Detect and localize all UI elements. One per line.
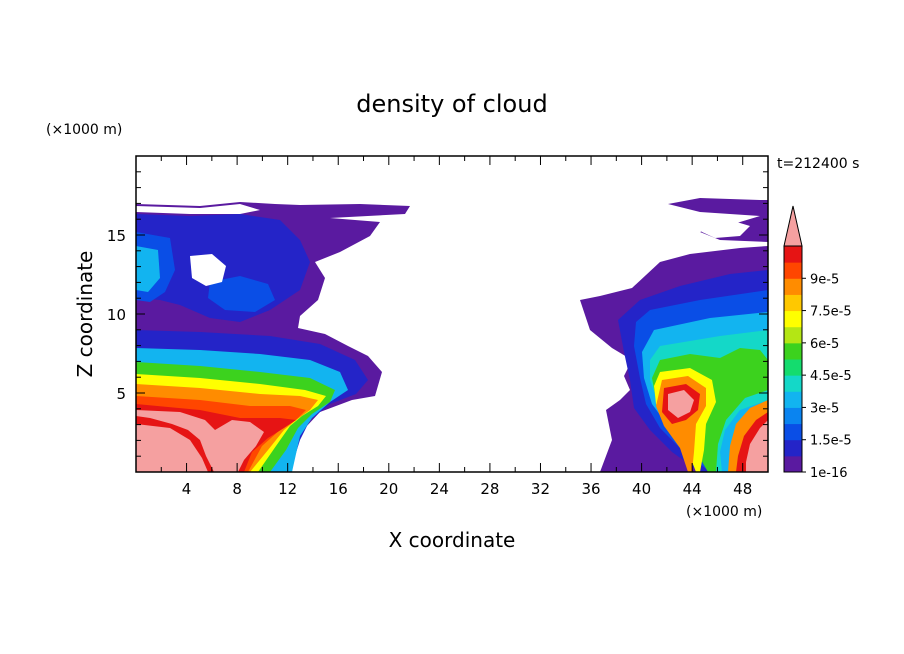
colorbar-swatch [784,375,802,392]
colorbar-swatch [784,407,802,425]
colorbar-swatch [784,423,802,441]
contour-right-plume-core [746,420,768,472]
x-tick-label: 36 [581,480,600,498]
time-label: t=212400 s [777,156,859,172]
colorbar-swatch [784,246,802,263]
x-tick-label: 48 [733,480,752,498]
colorbar-label: 1e-16 [810,466,848,481]
x-unit-label: (×1000 m) [686,504,762,520]
contour-right-core [668,390,694,418]
colorbar-swatch [784,439,802,457]
x-tick-label: 40 [632,480,651,498]
x-tick-label: 8 [232,480,242,498]
contour-left-l3 [136,246,160,292]
colorbar-label: 1.5e-5 [810,434,852,449]
y-tick-label: 15 [107,227,126,245]
colorbar-swatch [784,455,802,473]
y-unit-label: (×1000 m) [46,122,122,138]
colorbar-label: 4.5e-5 [810,369,852,384]
x-tick-label: 4 [182,480,192,498]
x-tick-label: 32 [531,480,550,498]
colorbar-swatch [784,342,802,360]
colorbar-swatch [784,310,802,328]
colorbar-extend-triangle [783,205,803,247]
colorbar-frame [783,245,803,473]
x-tick-label: 28 [480,480,499,498]
y-tick-label: 5 [116,385,126,403]
colorbar-swatch [784,391,802,408]
colorbar-label: 6e-5 [810,337,839,352]
colorbar-swatch [784,294,802,312]
x-tick-label: 12 [278,480,297,498]
contour-left-gap [136,204,260,214]
x-tick-label: 20 [379,480,398,498]
colorbar: 9e-5 7.5e-5 6e-5 4.5e-5 3e-5 1.5e-5 1e-16 [783,205,852,481]
contour-left-core [136,410,264,472]
contour-left-l2b [208,276,275,312]
colorbar-swatch [784,278,802,295]
colorbar-label: 7.5e-5 [810,305,852,320]
colorbar-swatch [784,326,802,344]
contour-left-hole [190,254,226,286]
x-axis-label: X coordinate [389,528,516,552]
contour-left-core2 [136,424,208,472]
x-tick-label: 44 [683,480,702,498]
colorbar-label: 3e-5 [810,401,839,416]
chart-title: density of cloud [356,90,547,118]
y-tick-label: 10 [107,306,126,324]
colorbar-swatch [784,262,802,279]
colorbar-label: 9e-5 [810,272,839,287]
contour-right-hole [700,220,750,238]
density-field [136,198,768,472]
x-tick-label: 16 [329,480,348,498]
y-axis-label: Z coordinate [73,251,97,378]
x-tick-label: 24 [430,480,449,498]
colorbar-swatch [784,359,802,376]
